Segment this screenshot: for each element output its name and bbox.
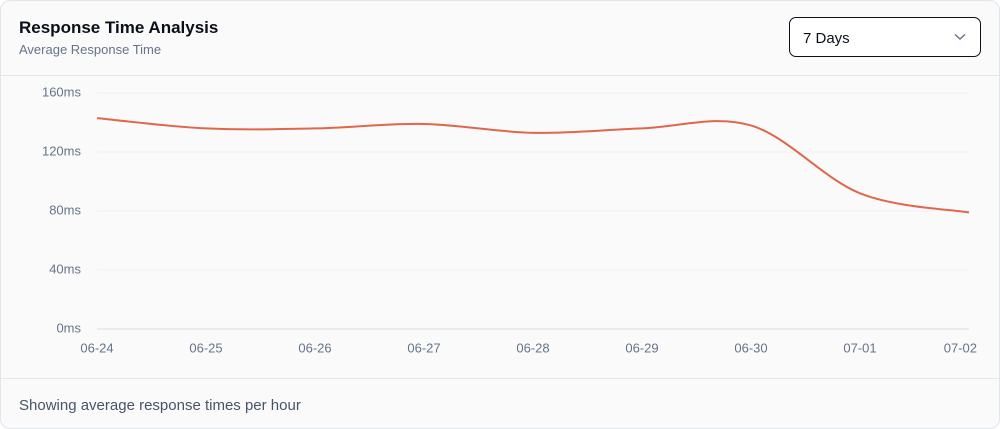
y-tick-label: 120ms (42, 143, 82, 158)
footer-text: Showing average response times per hour (19, 397, 301, 414)
x-tick-label: 07-02 (944, 340, 977, 355)
y-tick-label: 80ms (49, 202, 81, 217)
card-title: Response Time Analysis (19, 18, 219, 37)
card-subtitle: Average Response Time (19, 42, 162, 57)
x-tick-label: 06-27 (407, 340, 440, 355)
x-tick-label: 06-30 (734, 340, 767, 355)
x-tick-label: 06-25 (189, 340, 222, 355)
x-tick-label: 07-01 (843, 340, 876, 355)
x-tick-label: 06-26 (298, 340, 331, 355)
line (96, 117, 970, 214)
y-tick-label: 40ms (49, 261, 81, 276)
range-select-value: 7 Days (803, 30, 850, 47)
range-select[interactable]: 7 Days (789, 17, 981, 57)
y-tick-label: 0ms (56, 320, 81, 335)
y-tick-label: 160ms (42, 84, 82, 99)
x-tick-label: 06-28 (516, 340, 549, 355)
card-footer: Showing average response times per hour (1, 378, 999, 428)
chevron-icon (954, 33, 966, 40)
x-tick-label: 06-24 (80, 340, 113, 355)
x-tick-label: 06-29 (625, 340, 658, 355)
chart: 0ms 40ms 80ms 120ms 160ms 06-24 06-25 06-26 06-2… (42, 84, 977, 355)
card-header: Response Time Analysis Average Response … (1, 1, 999, 76)
